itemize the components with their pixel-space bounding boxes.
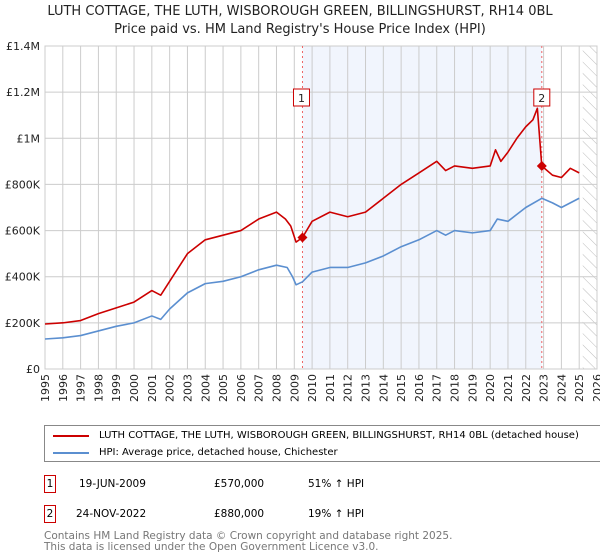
x-tick-label: 1997	[75, 374, 88, 402]
x-tick-label: 2000	[128, 374, 141, 402]
y-tick-label: £1M	[17, 132, 41, 145]
y-tick-label: £400K	[5, 271, 41, 284]
legend: LUTH COTTAGE, THE LUTH, WISBOROUGH GREEN…	[44, 425, 600, 462]
chart-title: LUTH COTTAGE, THE LUTH, WISBOROUGH GREEN…	[47, 4, 553, 19]
sale-badge: 2	[44, 505, 56, 523]
x-tick-label: 2006	[235, 374, 248, 402]
y-tick-label: £600K	[5, 225, 41, 238]
y-tick-label: £1.2M	[6, 86, 40, 99]
x-tick-label: 1995	[39, 374, 52, 402]
footer-copyright: Contains HM Land Registry data © Crown c…	[44, 530, 453, 542]
sale-hpi: 51% ↑ HPI	[308, 478, 365, 490]
x-tick-label: 2011	[324, 374, 337, 402]
x-tick-label: 1999	[110, 374, 123, 402]
x-tick-label: 2018	[449, 374, 462, 402]
x-tick-label: 2020	[484, 374, 497, 402]
y-tick-label: £1.4M	[6, 40, 40, 53]
x-tick-label: 2025	[573, 374, 586, 402]
x-tick-label: 2016	[413, 374, 426, 402]
x-tick-label: 2026	[591, 374, 600, 402]
x-tick-label: 1998	[92, 374, 105, 402]
x-tick-label: 2003	[181, 374, 194, 402]
legend-label: HPI: Average price, detached house, Chic…	[99, 447, 338, 458]
chart-subtitle: Price paid vs. HM Land Registry's House …	[114, 22, 486, 37]
forecast-hatch	[582, 46, 597, 369]
series-line	[44, 107, 580, 325]
x-tick-label: 2015	[395, 374, 408, 402]
x-tick-label: 2021	[502, 374, 515, 402]
legend-label: LUTH COTTAGE, THE LUTH, WISBOROUGH GREEN…	[99, 430, 579, 441]
sale-label: 2	[538, 92, 545, 105]
x-tick-label: 2017	[431, 374, 444, 402]
footer-licence: This data is licensed under the Open Gov…	[44, 541, 379, 553]
x-tick-label: 2013	[360, 374, 373, 402]
sale-badge: 1	[44, 475, 56, 493]
y-tick-label: £800K	[5, 178, 41, 191]
sale-price: £880,000	[214, 508, 265, 520]
sale-label: 1	[298, 92, 305, 105]
x-tick-label: 2010	[306, 374, 319, 402]
series-line	[44, 197, 580, 340]
x-tick-label: 2004	[199, 374, 212, 402]
x-tick-label: 2019	[466, 374, 479, 402]
x-tick-label: 2007	[253, 374, 266, 402]
x-tick-label: 2012	[342, 374, 355, 402]
y-tick-label: £200K	[5, 317, 41, 330]
legend-swatch-red	[53, 434, 89, 437]
x-tick-label: 2001	[146, 374, 159, 402]
x-tick-label: 2023	[538, 374, 551, 402]
sale-date: 19-JUN-2009	[79, 478, 146, 490]
legend-swatch-blue	[53, 451, 89, 454]
plot-area: 1995 1996 1997 1998 1999 2000 2001 2002 2003 2004…	[5, 40, 600, 402]
x-tick-label: 1996	[57, 374, 70, 402]
x-tick-label: 2009	[288, 374, 301, 402]
ownership-shade	[302, 46, 542, 369]
x-tick-label: 2002	[164, 374, 177, 402]
sale-date: 24-NOV-2022	[76, 508, 147, 520]
sale-label-box	[292, 88, 310, 107]
legend-item-property: LUTH COTTAGE, THE LUTH, WISBOROUGH GREEN…	[53, 430, 579, 441]
sale-label-box	[533, 88, 551, 107]
sale-hpi: 19% ↑ HPI	[308, 508, 365, 520]
x-tick-label: 2008	[270, 374, 283, 402]
x-tick-label: 2005	[217, 374, 230, 402]
sale-point	[297, 232, 308, 243]
y-tick-label: £0	[26, 363, 40, 376]
legend-item-hpi: HPI: Average price, detached house, Chic…	[53, 447, 338, 458]
x-tick-label: 2014	[377, 374, 390, 402]
sale-price: £570,000	[214, 478, 265, 490]
x-tick-label: 2022	[520, 374, 533, 402]
x-tick-label: 2024	[555, 374, 568, 402]
sale-point	[536, 160, 547, 171]
plot-frame	[44, 45, 598, 370]
